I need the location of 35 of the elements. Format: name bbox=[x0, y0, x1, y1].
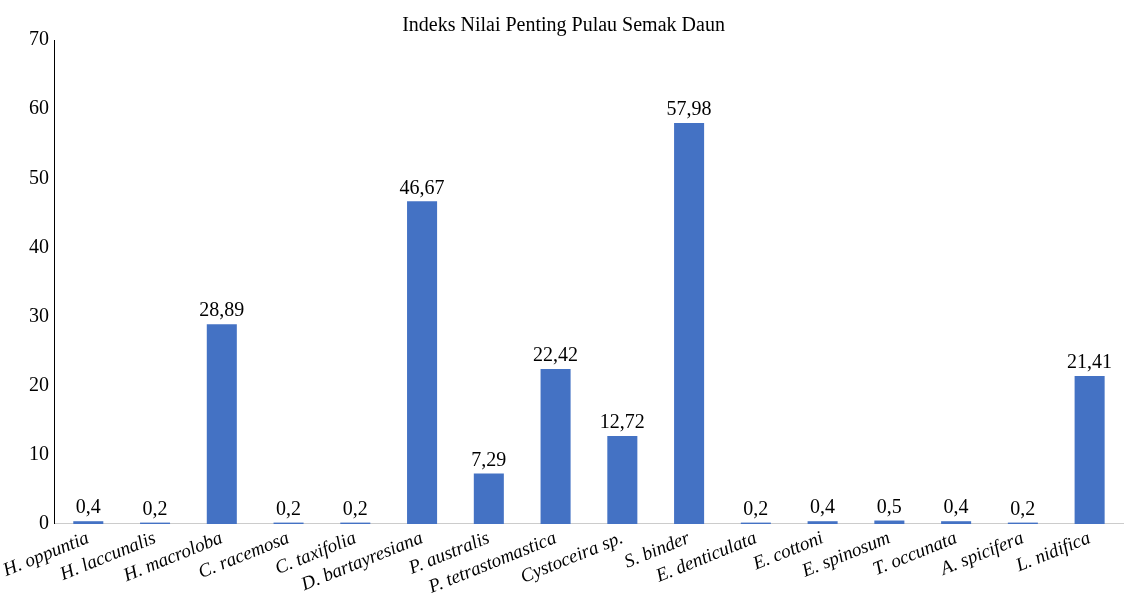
data-label: 0,2 bbox=[142, 496, 168, 519]
bar bbox=[674, 123, 705, 524]
data-label: 0,2 bbox=[276, 496, 302, 519]
data-label: 28,89 bbox=[199, 298, 245, 321]
bar bbox=[941, 521, 972, 524]
y-tick-label: 50 bbox=[28, 165, 49, 188]
data-label: 0,5 bbox=[876, 494, 902, 517]
y-tick-label: 30 bbox=[28, 303, 49, 326]
bar bbox=[807, 521, 838, 524]
data-label: 7,29 bbox=[471, 447, 507, 470]
data-label: 46,67 bbox=[399, 175, 445, 198]
data-label: 0,2 bbox=[1010, 496, 1036, 519]
y-tick-label: 70 bbox=[28, 27, 49, 50]
y-tick-label: 0 bbox=[38, 511, 49, 534]
y-tick-label: 20 bbox=[28, 372, 49, 395]
data-label: 12,72 bbox=[599, 410, 645, 433]
data-label: 22,42 bbox=[533, 343, 579, 366]
y-tick-label: 40 bbox=[28, 234, 49, 257]
data-label: 0,2 bbox=[342, 496, 368, 519]
data-label: 21,41 bbox=[1067, 350, 1113, 373]
data-label: 57,98 bbox=[666, 97, 712, 120]
y-tick-label: 10 bbox=[28, 442, 49, 465]
y-tick-label: 60 bbox=[28, 96, 49, 119]
bar bbox=[607, 436, 638, 524]
bar bbox=[540, 368, 571, 524]
bar bbox=[206, 324, 237, 524]
chart-title: Indeks Nilai Penting Pulau Semak Daun bbox=[402, 13, 725, 37]
bar bbox=[407, 201, 438, 524]
bar bbox=[73, 521, 104, 524]
data-label: 0,4 bbox=[810, 495, 836, 518]
bar bbox=[1074, 375, 1105, 524]
bar bbox=[473, 473, 504, 524]
data-label: 0,4 bbox=[75, 495, 101, 518]
data-label: 0,2 bbox=[743, 496, 769, 519]
data-label: 0,4 bbox=[943, 495, 969, 518]
